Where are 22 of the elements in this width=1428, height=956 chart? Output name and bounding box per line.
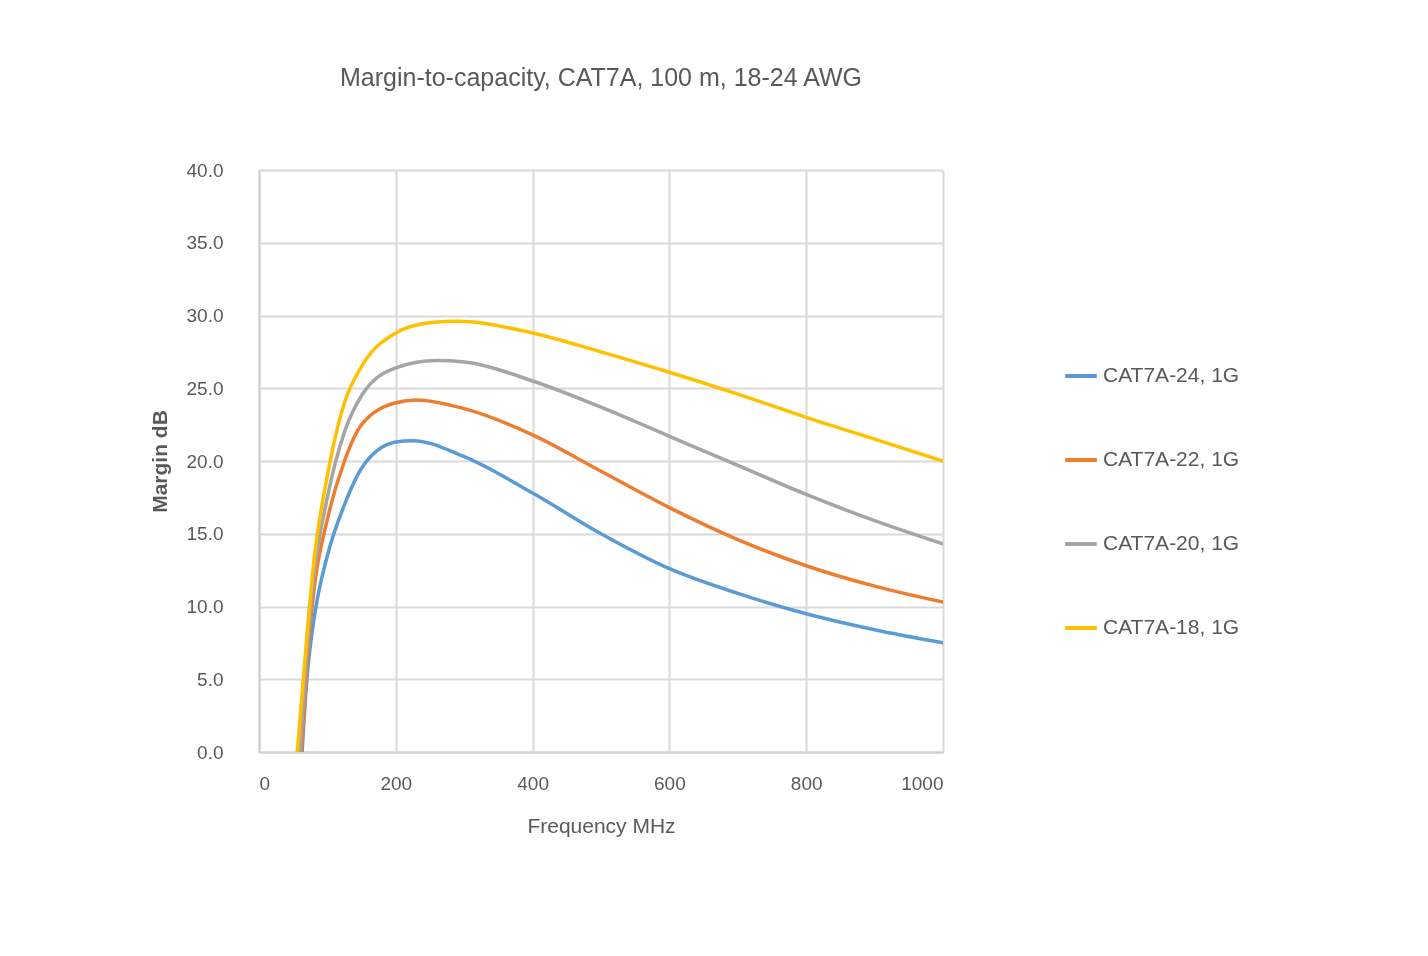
y-tick-label: 10.0 [186, 596, 224, 617]
y-axis-title: Margin dB [147, 410, 171, 513]
y-tick-label: 20.0 [186, 450, 224, 472]
y-tick-label: 40.0 [186, 159, 224, 181]
legend-label: CAT7A-18, 1G [1103, 615, 1240, 638]
y-tick-label: 25.0 [186, 377, 224, 399]
chart-title: Margin-to-capacity, CAT7A, 100 m, 18-24 AWG [340, 63, 862, 91]
y-tick-label: 5.0 [197, 668, 224, 690]
x-tick-label: 600 [654, 772, 686, 794]
x-tick-label: 200 [380, 772, 413, 794]
x-tick-label: 400 [517, 772, 549, 794]
y-tick-label: 15.0 [186, 523, 224, 545]
x-tick-label: 1000 [901, 772, 944, 794]
y-tick-label: 30.0 [186, 305, 224, 326]
x-axis-title: Frequency MHz [527, 813, 676, 837]
y-tick-label: 35.0 [186, 232, 224, 254]
x-tick-label: 800 [790, 772, 823, 794]
y-tick-label: 0.0 [197, 741, 224, 763]
legend-label: CAT7A-22, 1G [1103, 447, 1240, 470]
legend-label: CAT7A-20, 1G [1103, 531, 1240, 554]
legend-label: CAT7A-24, 1G [1103, 363, 1240, 386]
x-tick-label: 0 [259, 772, 271, 794]
